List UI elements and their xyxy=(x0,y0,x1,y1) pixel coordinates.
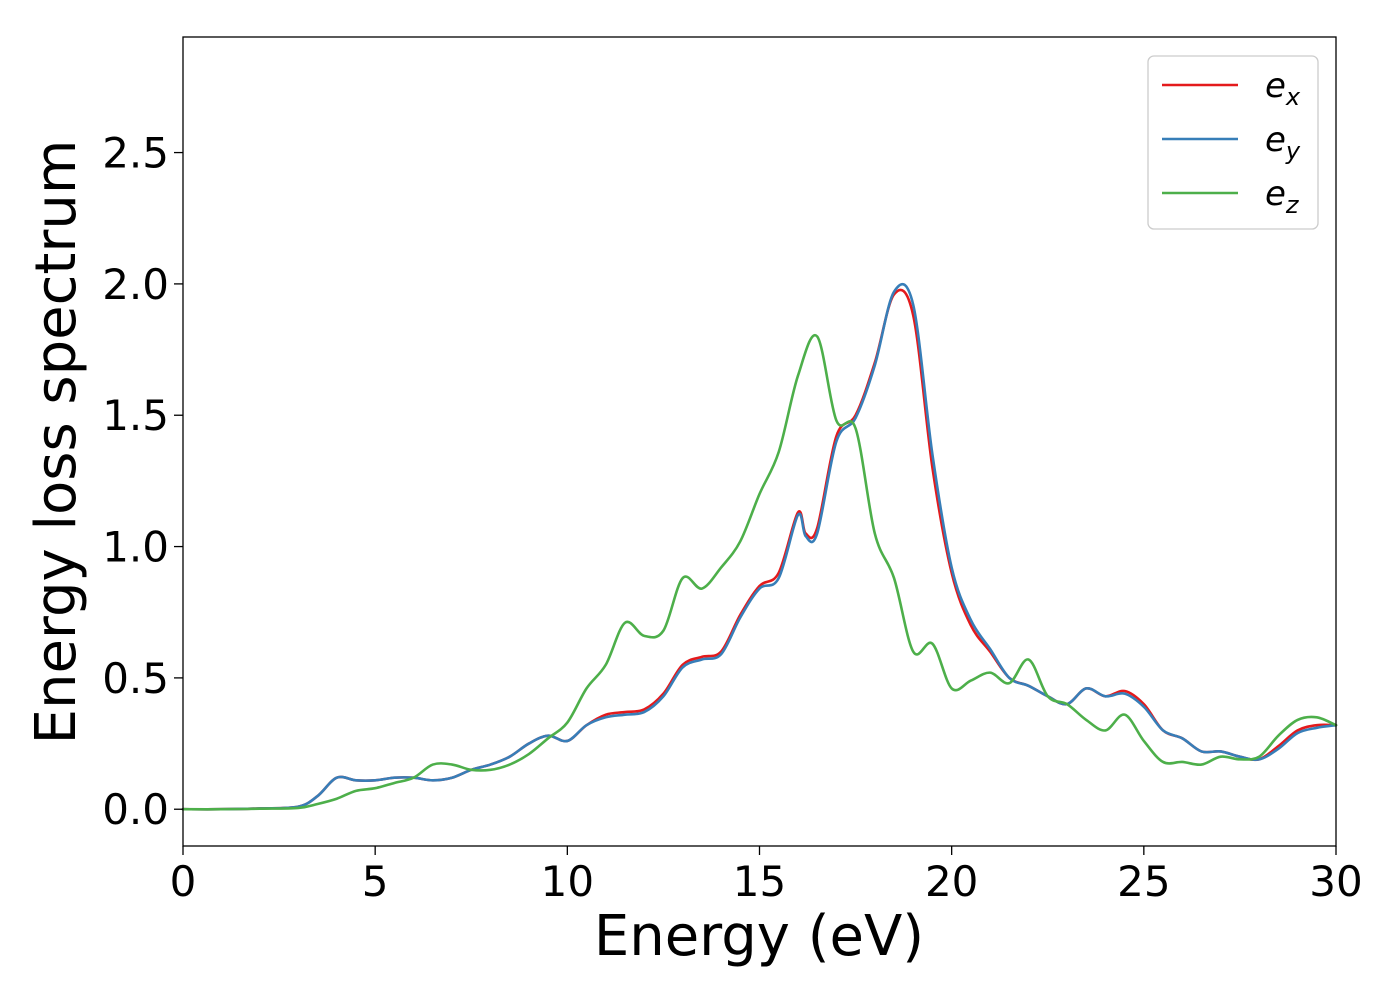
x-tick-label: 30 xyxy=(1309,857,1362,906)
x-axis-ticks: 0 5 10 15 20 25 30 xyxy=(170,846,1363,906)
legend-label-z: ez xyxy=(1265,174,1300,219)
legend-label-x: ex xyxy=(1265,66,1301,111)
y-tick-label: 1.5 xyxy=(102,391,169,440)
legend: ex ey ez xyxy=(1147,55,1319,230)
legend-box xyxy=(1147,55,1319,230)
y-tick-label: 2.0 xyxy=(102,260,169,309)
y-axis-ticks: 0.0 0.5 1.0 1.5 2.0 2.5 xyxy=(102,129,183,834)
x-tick-label: 15 xyxy=(733,857,786,906)
y-axis-label: Energy loss spectrum xyxy=(24,140,89,745)
x-tick-label: 5 xyxy=(362,857,389,906)
x-axis-label: Energy (eV) xyxy=(594,904,924,969)
series-line-z xyxy=(181,333,1338,811)
legend-label-y: ey xyxy=(1265,120,1301,165)
x-tick-label: 25 xyxy=(1117,857,1170,906)
series-layer xyxy=(181,283,1338,811)
x-tick-label: 10 xyxy=(541,857,594,906)
y-tick-label: 1.0 xyxy=(102,523,169,572)
x-tick-label: 0 xyxy=(170,857,197,906)
y-tick-label: 0.0 xyxy=(102,785,169,834)
series-line-y xyxy=(181,283,1338,811)
x-tick-label: 20 xyxy=(925,857,978,906)
y-tick-label: 2.5 xyxy=(102,129,169,178)
plot-area xyxy=(183,37,1336,846)
y-tick-label: 0.5 xyxy=(102,654,169,703)
